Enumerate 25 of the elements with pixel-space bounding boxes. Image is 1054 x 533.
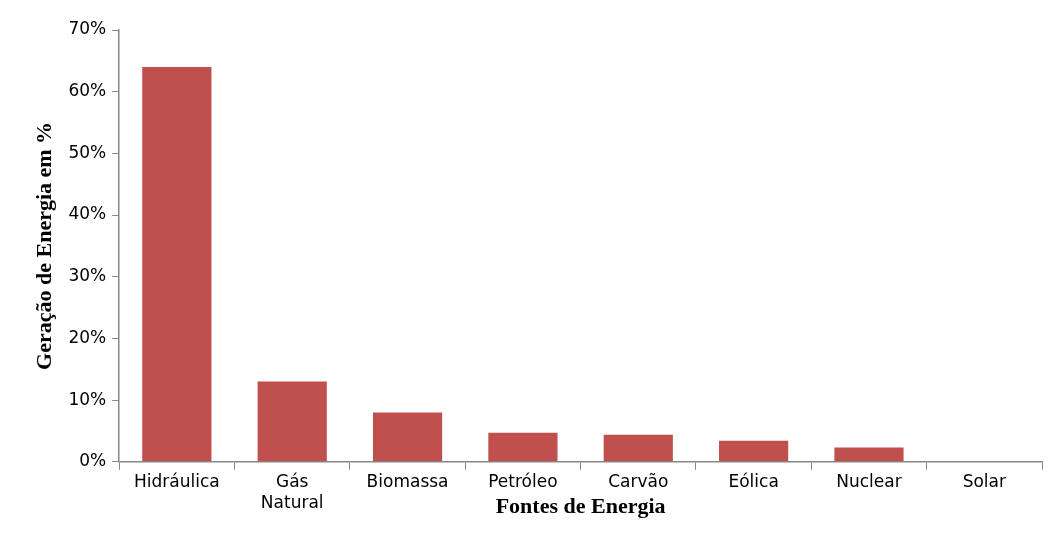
x-tick-label: Biomassa xyxy=(366,471,449,492)
y-tick-label: 10% xyxy=(68,388,107,409)
x-tick-label: Nuclear xyxy=(836,471,902,492)
x-axis-title: Fontes de Energia xyxy=(495,493,666,519)
y-tick-label: 0% xyxy=(79,450,107,471)
x-tick-label: Petróleo xyxy=(488,471,558,492)
x-tick-label: Hidráulica xyxy=(134,471,220,492)
y-axis-title: Geração de Energia em % xyxy=(30,121,56,370)
y-tick-label: 30% xyxy=(68,265,107,286)
bar xyxy=(372,412,443,462)
x-tick-label: Carvão xyxy=(608,471,669,492)
bar xyxy=(603,434,673,462)
x-tick-label: Solar xyxy=(962,471,1006,492)
y-tick-label: 50% xyxy=(68,141,107,162)
x-tick-label: Eólica xyxy=(728,471,779,492)
bar xyxy=(142,67,212,462)
bar xyxy=(719,440,789,462)
y-tick-label: 40% xyxy=(68,203,107,224)
bar xyxy=(834,447,904,462)
x-tick-label: Gás Natural xyxy=(260,471,324,512)
y-tick-label: 60% xyxy=(68,80,107,101)
y-tick-label: 70% xyxy=(68,18,107,39)
y-tick-label: 20% xyxy=(68,326,107,347)
bar xyxy=(488,432,558,462)
bar xyxy=(257,381,327,462)
